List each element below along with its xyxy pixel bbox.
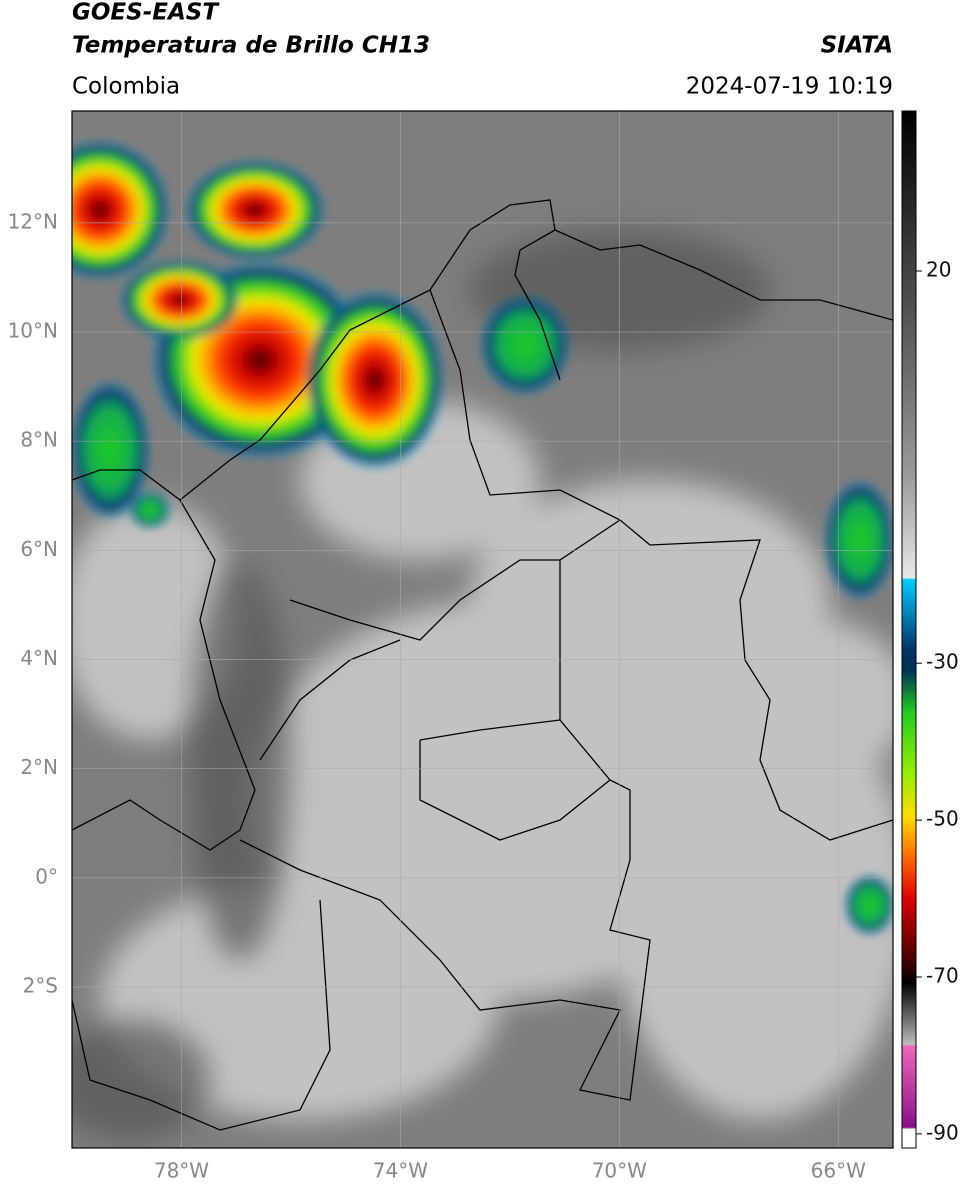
colorbar — [901, 110, 917, 1149]
map-frame — [71, 110, 894, 1149]
y-tick-label: 6°N — [20, 537, 58, 561]
x-tick-label: 70°W — [592, 1159, 647, 1183]
colorbar-label: 20 — [926, 258, 951, 282]
y-tick-label: 4°N — [20, 646, 58, 670]
subtitle: Temperatura de Brillo CH13 — [72, 33, 430, 59]
y-tick-label: 2°N — [20, 755, 58, 779]
satellite-image — [72, 111, 893, 1148]
colorbar-label: -50 — [926, 807, 959, 831]
y-tick-label: 10°N — [8, 319, 58, 343]
grid — [72, 111, 893, 1148]
colorbar-label: -70 — [926, 963, 959, 987]
colorbar-label: -90 — [926, 1120, 959, 1144]
x-tick-label: 78°W — [154, 1159, 209, 1183]
y-tick-label: 8°N — [20, 428, 58, 452]
y-tick-label: 12°N — [8, 209, 58, 233]
x-tick-label: 66°W — [811, 1159, 866, 1183]
datetime: 2024-07-19 10:19 — [686, 74, 893, 100]
title: GOES-EAST — [72, 0, 220, 26]
y-tick-label: 2°S — [23, 973, 58, 997]
x-tick-label: 74°W — [373, 1159, 428, 1183]
region: Colombia — [72, 74, 180, 100]
colorbar-label: -30 — [926, 650, 959, 674]
y-tick-label: 0° — [35, 864, 58, 888]
source: SIATA — [821, 33, 893, 59]
